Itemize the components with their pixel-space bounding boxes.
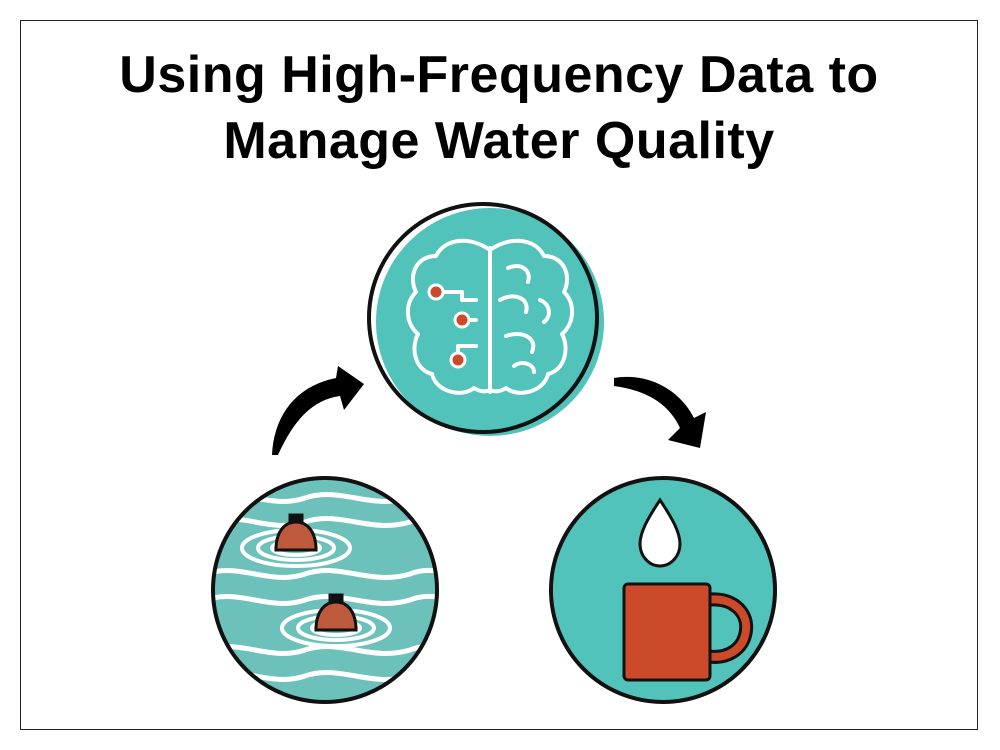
water-buoys-icon [211, 476, 439, 704]
title-line-2: Manage Water Quality [223, 112, 775, 170]
mug-water-drop-icon [549, 476, 777, 704]
curved-arrow-down-icon [614, 376, 706, 448]
brain-circuit-icon [367, 202, 604, 436]
curved-arrow-up-icon [272, 366, 364, 455]
slide-title: Using High-Frequency Data to Manage Wate… [20, 42, 978, 174]
title-line-1: Using High-Frequency Data to [119, 46, 879, 104]
